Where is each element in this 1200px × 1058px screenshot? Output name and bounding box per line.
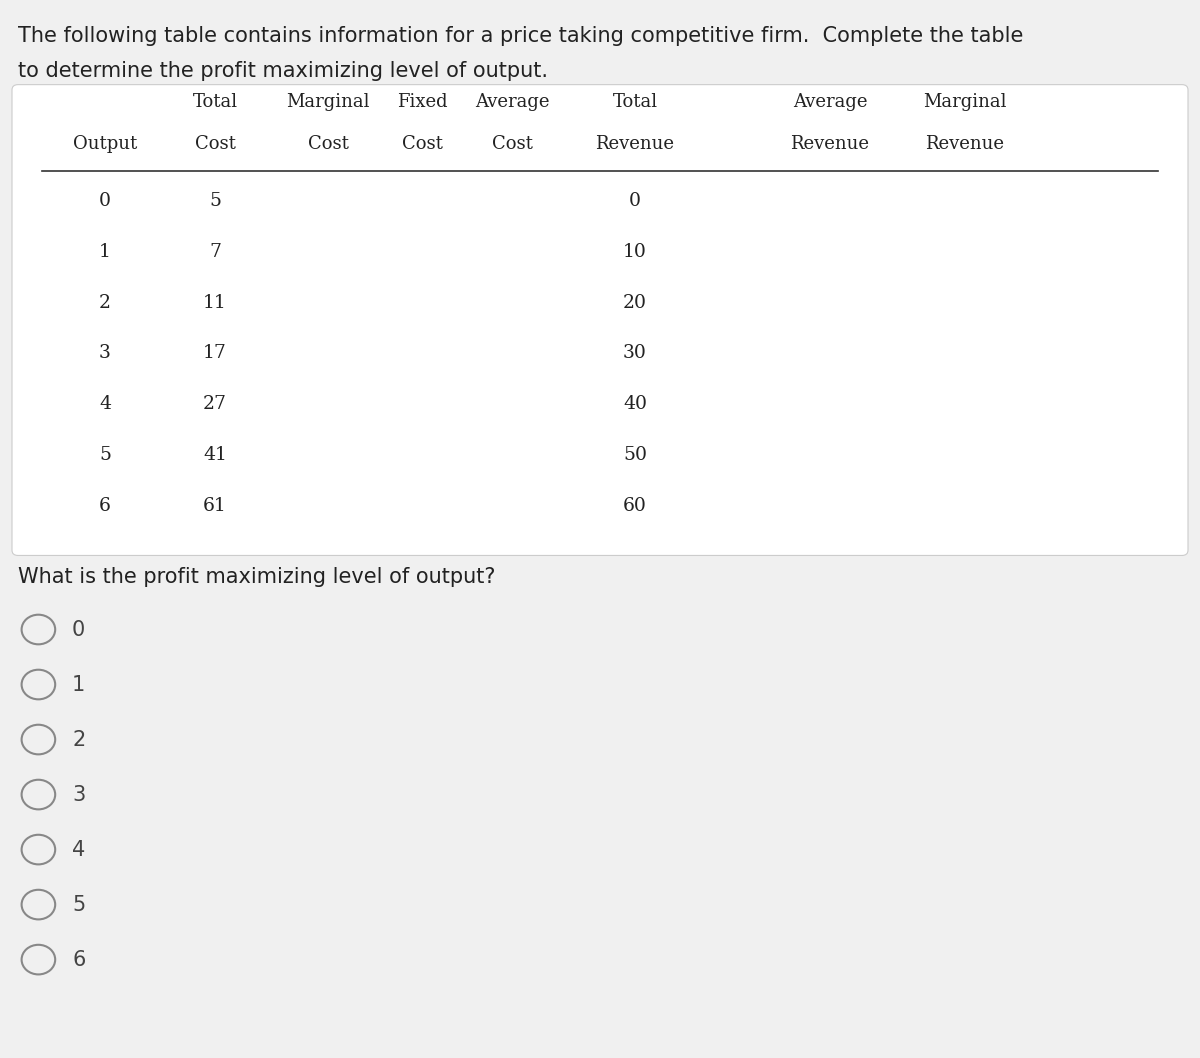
Text: What is the profit maximizing level of output?: What is the profit maximizing level of o…: [18, 567, 496, 586]
Text: 4: 4: [72, 840, 85, 859]
Text: Total: Total: [612, 93, 658, 111]
Text: 11: 11: [203, 293, 227, 312]
Text: 1: 1: [72, 675, 85, 694]
Text: Cost: Cost: [492, 135, 533, 153]
Text: Cost: Cost: [194, 135, 235, 153]
Text: 0: 0: [72, 620, 85, 639]
Text: Revenue: Revenue: [791, 135, 870, 153]
Text: Marginal: Marginal: [923, 93, 1007, 111]
Text: 0: 0: [629, 191, 641, 211]
Text: Fixed: Fixed: [397, 93, 448, 111]
Text: 5: 5: [72, 895, 85, 914]
Text: 4: 4: [100, 395, 112, 414]
FancyBboxPatch shape: [12, 85, 1188, 555]
Text: 17: 17: [203, 344, 227, 363]
Text: 50: 50: [623, 445, 647, 464]
Text: 3: 3: [72, 785, 85, 804]
Text: 2: 2: [72, 730, 85, 749]
Text: Cost: Cost: [307, 135, 348, 153]
Text: 1: 1: [100, 242, 110, 261]
Text: 6: 6: [100, 496, 110, 515]
Text: 5: 5: [209, 191, 221, 211]
Text: 0: 0: [100, 191, 112, 211]
Text: 7: 7: [209, 242, 221, 261]
Text: Average: Average: [475, 93, 550, 111]
Text: 27: 27: [203, 395, 227, 414]
Text: Output: Output: [73, 135, 137, 153]
Text: 5: 5: [100, 445, 112, 464]
Text: Total: Total: [192, 93, 238, 111]
Text: 3: 3: [100, 344, 110, 363]
Text: 20: 20: [623, 293, 647, 312]
Text: 40: 40: [623, 395, 647, 414]
Text: Cost: Cost: [402, 135, 443, 153]
Text: Marginal: Marginal: [287, 93, 370, 111]
Text: 60: 60: [623, 496, 647, 515]
Text: 41: 41: [203, 445, 227, 464]
Text: to determine the profit maximizing level of output.: to determine the profit maximizing level…: [18, 61, 548, 81]
Text: 10: 10: [623, 242, 647, 261]
Text: 6: 6: [72, 950, 85, 969]
Text: 2: 2: [100, 293, 112, 312]
Text: The following table contains information for a price taking competitive firm.  C: The following table contains information…: [18, 26, 1024, 47]
Text: Revenue: Revenue: [595, 135, 674, 153]
Text: 30: 30: [623, 344, 647, 363]
Text: Average: Average: [793, 93, 868, 111]
Text: Revenue: Revenue: [925, 135, 1004, 153]
Text: 61: 61: [203, 496, 227, 515]
